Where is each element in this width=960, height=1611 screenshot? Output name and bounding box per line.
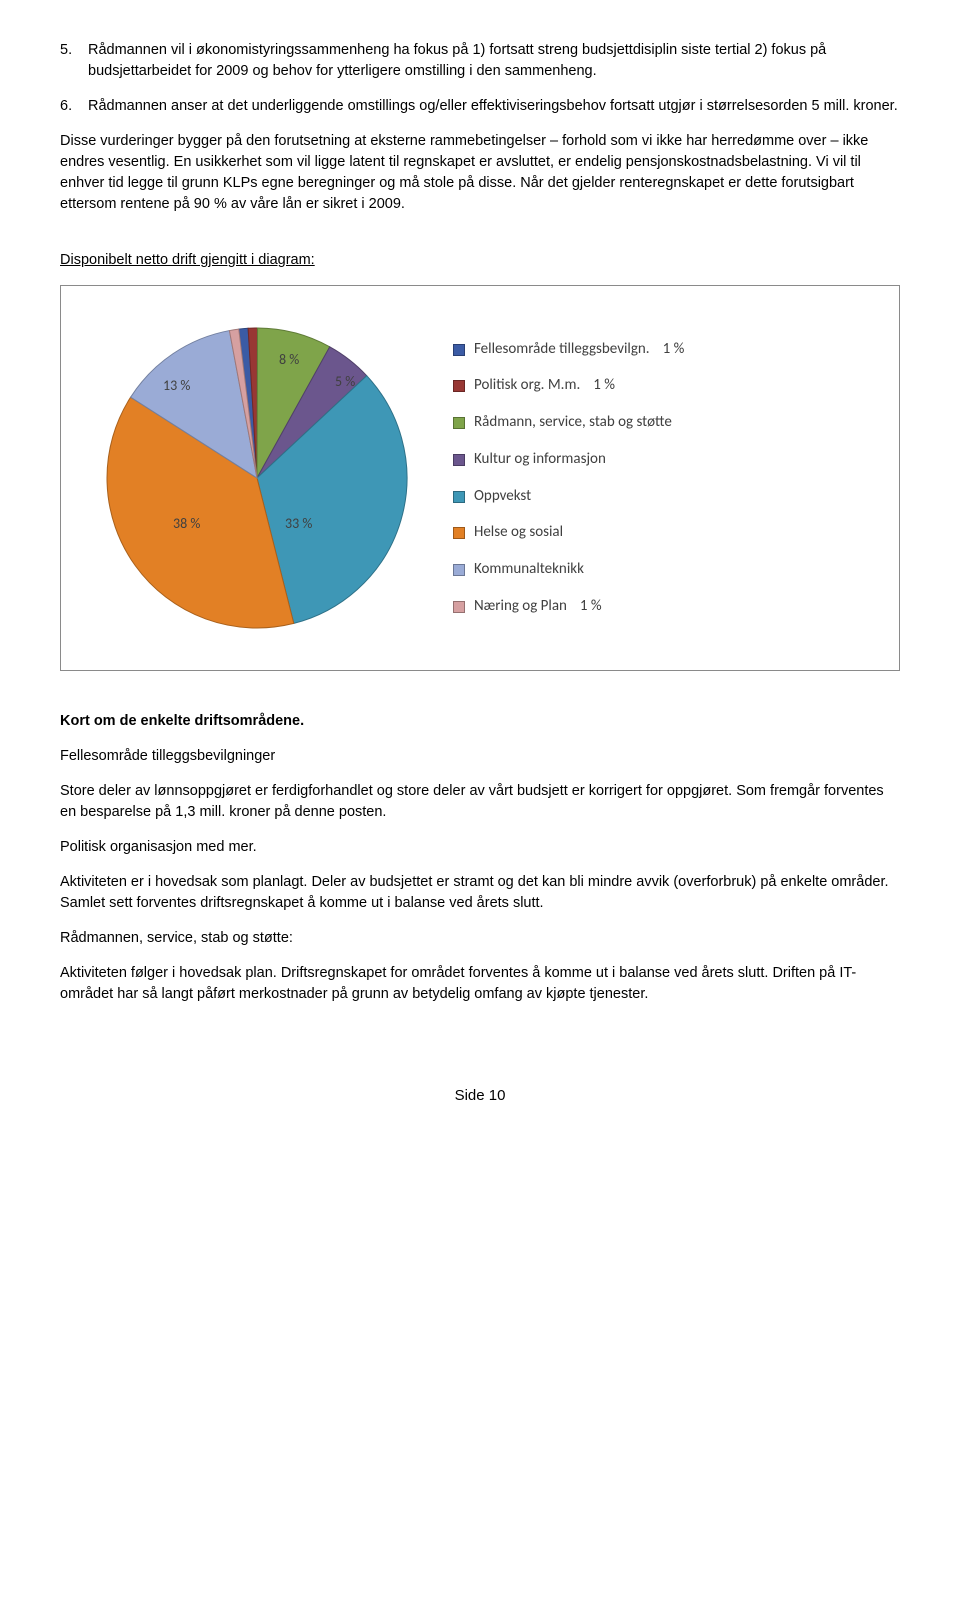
legend-item: Rådmann, service, stab og støtte [453, 412, 684, 434]
list-item-5: 5. Rådmannen vil i økonomistyringssammen… [60, 40, 900, 82]
legend-item: Oppvekst [453, 486, 684, 508]
legend-swatch [453, 454, 465, 466]
legend-label: Helse og sosial [474, 522, 563, 544]
legend-item: Fellesområde tilleggsbevilgn. 1 % [453, 339, 684, 361]
legend-pct: 1 % [593, 375, 615, 397]
legend-item: Politisk org. M.m. 1 % [453, 375, 684, 397]
body-paragraph: Aktiviteten følger i hovedsak plan. Drif… [60, 963, 900, 1005]
legend-swatch [453, 527, 465, 539]
subsection-heading: Fellesområde tilleggsbevilgninger [60, 746, 900, 767]
list-number: 5. [60, 40, 88, 82]
legend-swatch [453, 417, 465, 429]
body-paragraph: Store deler av lønnsoppgjøret er ferdigf… [60, 781, 900, 823]
pie-slice-label: 38 % [173, 514, 200, 534]
legend-label: Næring og Plan [474, 596, 567, 618]
list-text: Rådmannen vil i økonomistyringssammenhen… [88, 40, 900, 82]
pie-slice-label: 33 % [285, 514, 312, 534]
legend-label: Politisk org. M.m. [474, 375, 580, 397]
legend-label: Oppvekst [474, 486, 531, 508]
pie-slice-label: 8 % [279, 350, 299, 370]
legend-label: Kultur og informasjon [474, 449, 606, 471]
pie-chart: 8 % 5 % 33 % 38 % 13 % [87, 308, 427, 648]
legend-swatch [453, 380, 465, 392]
legend-item: Helse og sosial [453, 522, 684, 544]
page-footer: Side 10 [60, 1085, 900, 1107]
legend-swatch [453, 344, 465, 356]
legend-pct: 1 % [663, 339, 685, 361]
legend-swatch [453, 601, 465, 613]
subsection-heading: Politisk organisasjon med mer. [60, 837, 900, 858]
pie-chart-frame: 8 % 5 % 33 % 38 % 13 % Fellesområde tilleggs… [60, 285, 900, 671]
legend-label: Rådmann, service, stab og støtte [474, 412, 672, 434]
legend-swatch [453, 564, 465, 576]
body-paragraph: Disse vurderinger bygger på den forutset… [60, 131, 900, 215]
legend-item: Næring og Plan 1 % [453, 596, 684, 618]
legend-pct: 1 % [580, 596, 602, 618]
list-item-6: 6. Rådmannen anser at det underliggende … [60, 96, 900, 117]
legend-swatch [453, 491, 465, 503]
subsection-heading: Rådmannen, service, stab og støtte: [60, 928, 900, 949]
section-title: Kort om de enkelte driftsområdene. [60, 711, 900, 732]
list-text: Rådmannen anser at det underliggende oms… [88, 96, 898, 117]
body-paragraph: Aktiviteten er i hovedsak som planlagt. … [60, 872, 900, 914]
diagram-heading: Disponibelt netto drift gjengitt i diagr… [60, 250, 900, 271]
pie-slice-label: 5 % [335, 372, 355, 392]
legend-label: Kommunalteknikk [474, 559, 584, 581]
list-number: 6. [60, 96, 88, 117]
legend-item: Kommunalteknikk [453, 559, 684, 581]
legend-item: Kultur og informasjon [453, 449, 684, 471]
chart-legend: Fellesområde tilleggsbevilgn.1 %Politisk… [453, 339, 684, 618]
pie-slice-label: 13 % [163, 376, 190, 396]
legend-label: Fellesområde tilleggsbevilgn. [474, 339, 650, 361]
